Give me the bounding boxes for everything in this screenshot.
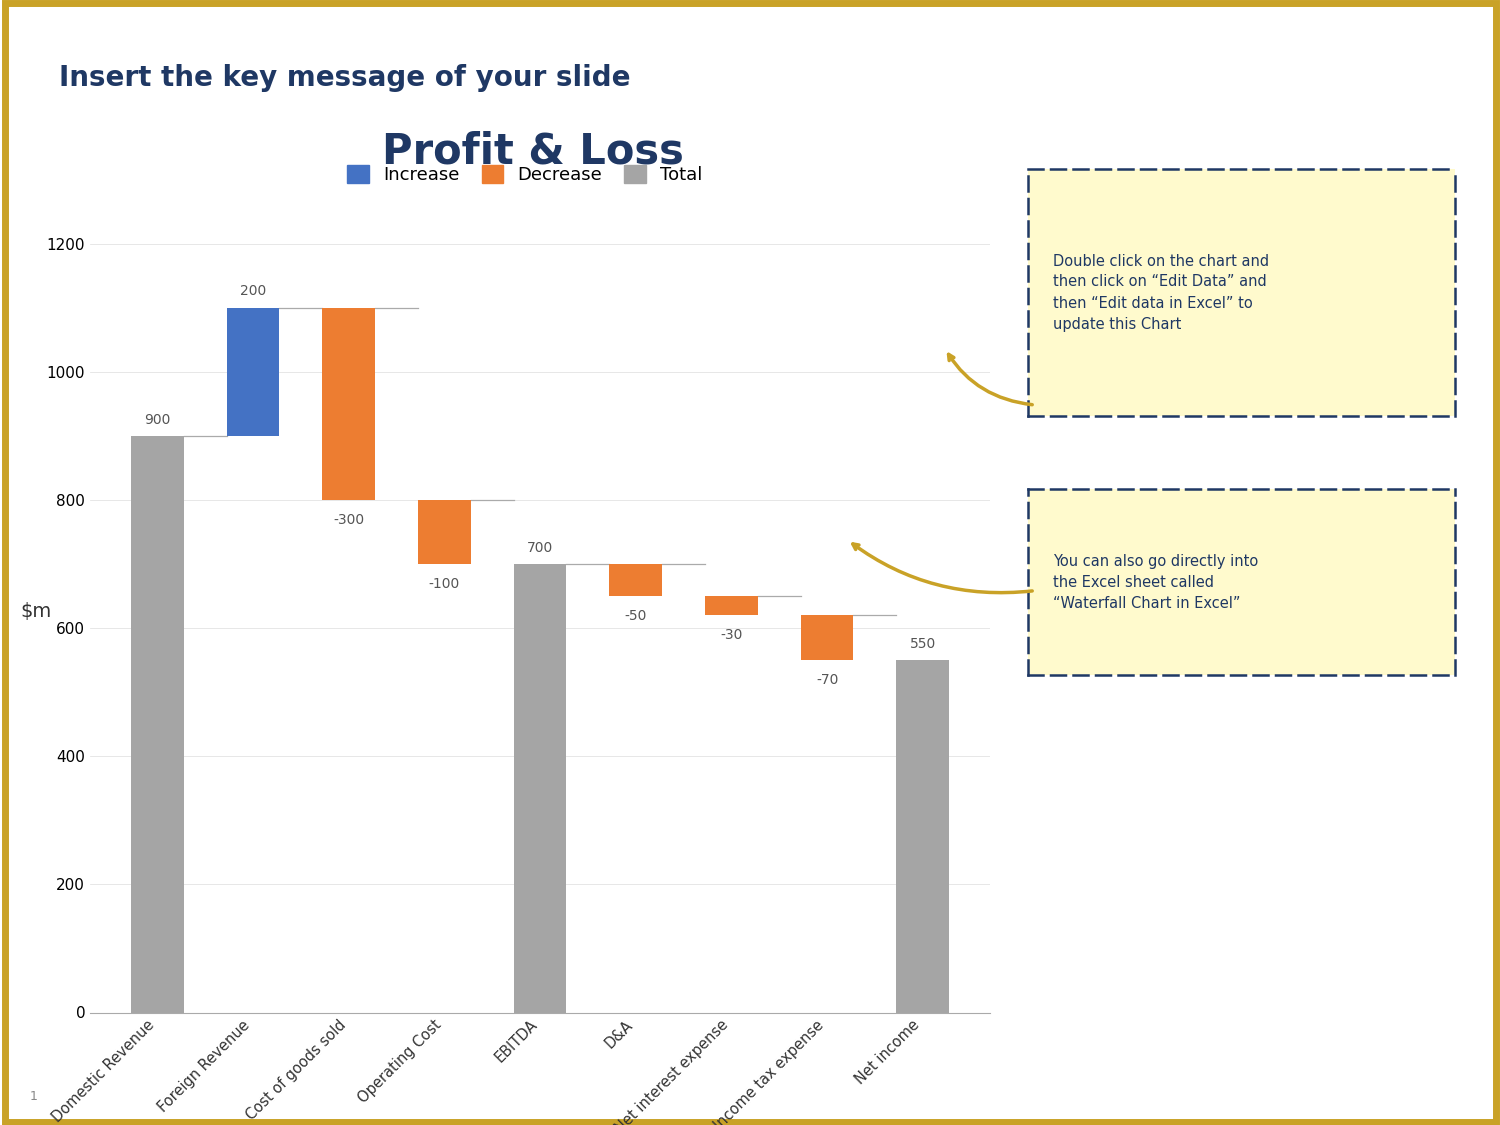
Text: -70: -70: [816, 673, 839, 687]
Bar: [322, 308, 375, 501]
Bar: [419, 501, 471, 565]
Text: 900: 900: [144, 413, 171, 426]
Text: 1: 1: [30, 1090, 38, 1104]
Text: -100: -100: [429, 577, 460, 591]
Bar: [513, 565, 567, 1012]
Text: Profit & Loss: Profit & Loss: [381, 130, 684, 173]
Bar: [226, 308, 279, 436]
Text: Insert the key message of your slide: Insert the key message of your slide: [58, 64, 630, 92]
Bar: [705, 596, 758, 615]
Bar: [130, 436, 183, 1012]
Text: Double click on the chart and
then click on “Edit Data” and
then “Edit data in E: Double click on the chart and then click…: [1053, 253, 1269, 332]
Bar: [801, 615, 853, 660]
Bar: [897, 660, 950, 1012]
Bar: [609, 565, 662, 596]
Text: You can also go directly into
the Excel sheet called
“Waterfall Chart in Excel”: You can also go directly into the Excel …: [1053, 554, 1258, 611]
Text: 200: 200: [240, 285, 266, 298]
Y-axis label: $m: $m: [21, 602, 51, 621]
Text: -30: -30: [720, 628, 742, 642]
Legend: Increase, Decrease, Total: Increase, Decrease, Total: [340, 158, 710, 191]
Text: -50: -50: [624, 609, 646, 623]
Text: -300: -300: [333, 513, 364, 526]
Text: 550: 550: [909, 637, 936, 650]
Text: 700: 700: [526, 541, 554, 555]
